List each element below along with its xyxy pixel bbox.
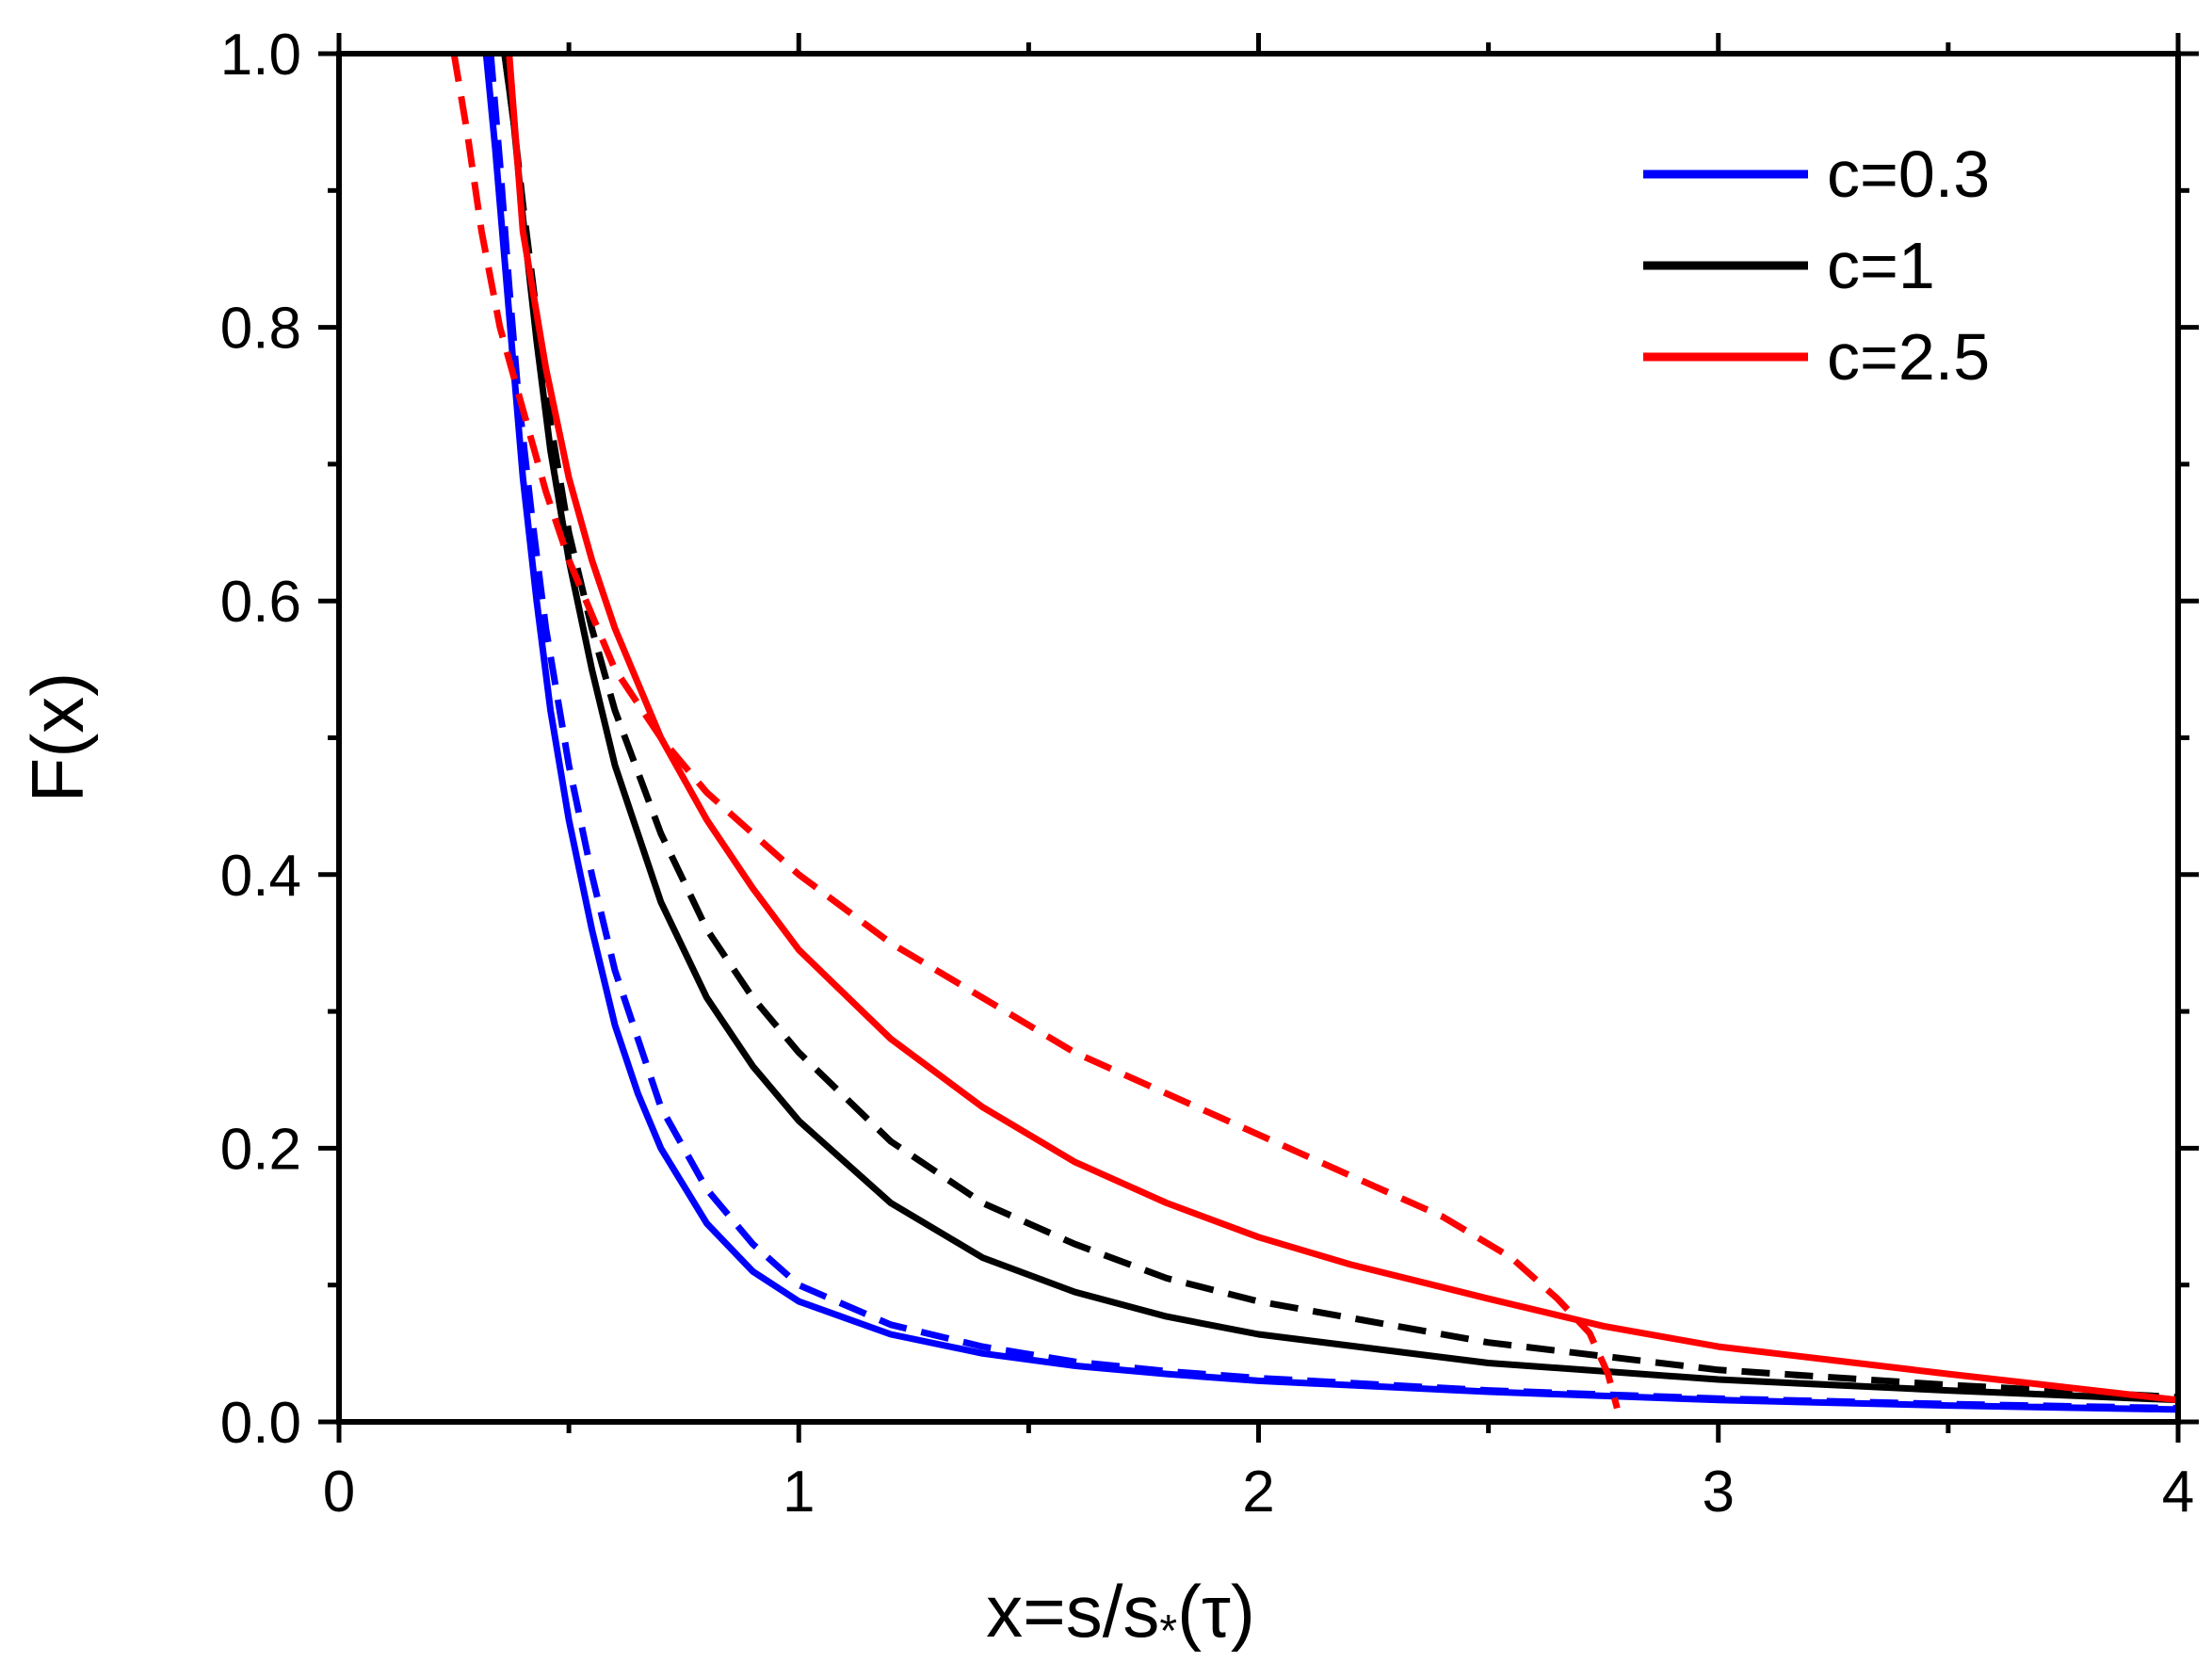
x-tick-label: 0	[323, 1460, 355, 1525]
y-tick-label: 0.2	[220, 1117, 301, 1182]
y-tick-label: 1.0	[220, 23, 301, 88]
legend-label-1: c=0.3	[1827, 137, 1990, 211]
y-tick-label: 0.0	[220, 1391, 301, 1456]
x-axis-title-subscript: *	[1159, 1606, 1177, 1656]
x-tick-label: 1	[783, 1460, 815, 1525]
legend-label-3: c=2.5	[1827, 320, 1990, 394]
y-tick-label: 0.6	[220, 570, 301, 635]
legend-label-2: c=1	[1827, 229, 1935, 302]
legend: c=0.3 c=1 c=2.5	[1643, 137, 1990, 394]
series-line-2-dashed	[487, 54, 2178, 1412]
series-line-5-solid	[506, 54, 2178, 1404]
x-tick-label: 2	[1242, 1460, 1274, 1525]
series-line-1-solid	[482, 54, 2178, 1413]
series-line-3-solid	[501, 54, 2178, 1404]
y-axis-title: F(x)	[16, 672, 99, 803]
y-tick-label: 0.8	[220, 297, 301, 362]
y-tick-label: 0.4	[220, 844, 301, 909]
x-tick-label: 4	[2162, 1460, 2194, 1525]
series-line-4-dashed	[501, 54, 2178, 1401]
x-axis-title: x=s/s*(τ)	[986, 1570, 1255, 1656]
x-tick-label: 3	[1703, 1460, 1735, 1525]
series-line-6-dashed	[450, 54, 1621, 1410]
